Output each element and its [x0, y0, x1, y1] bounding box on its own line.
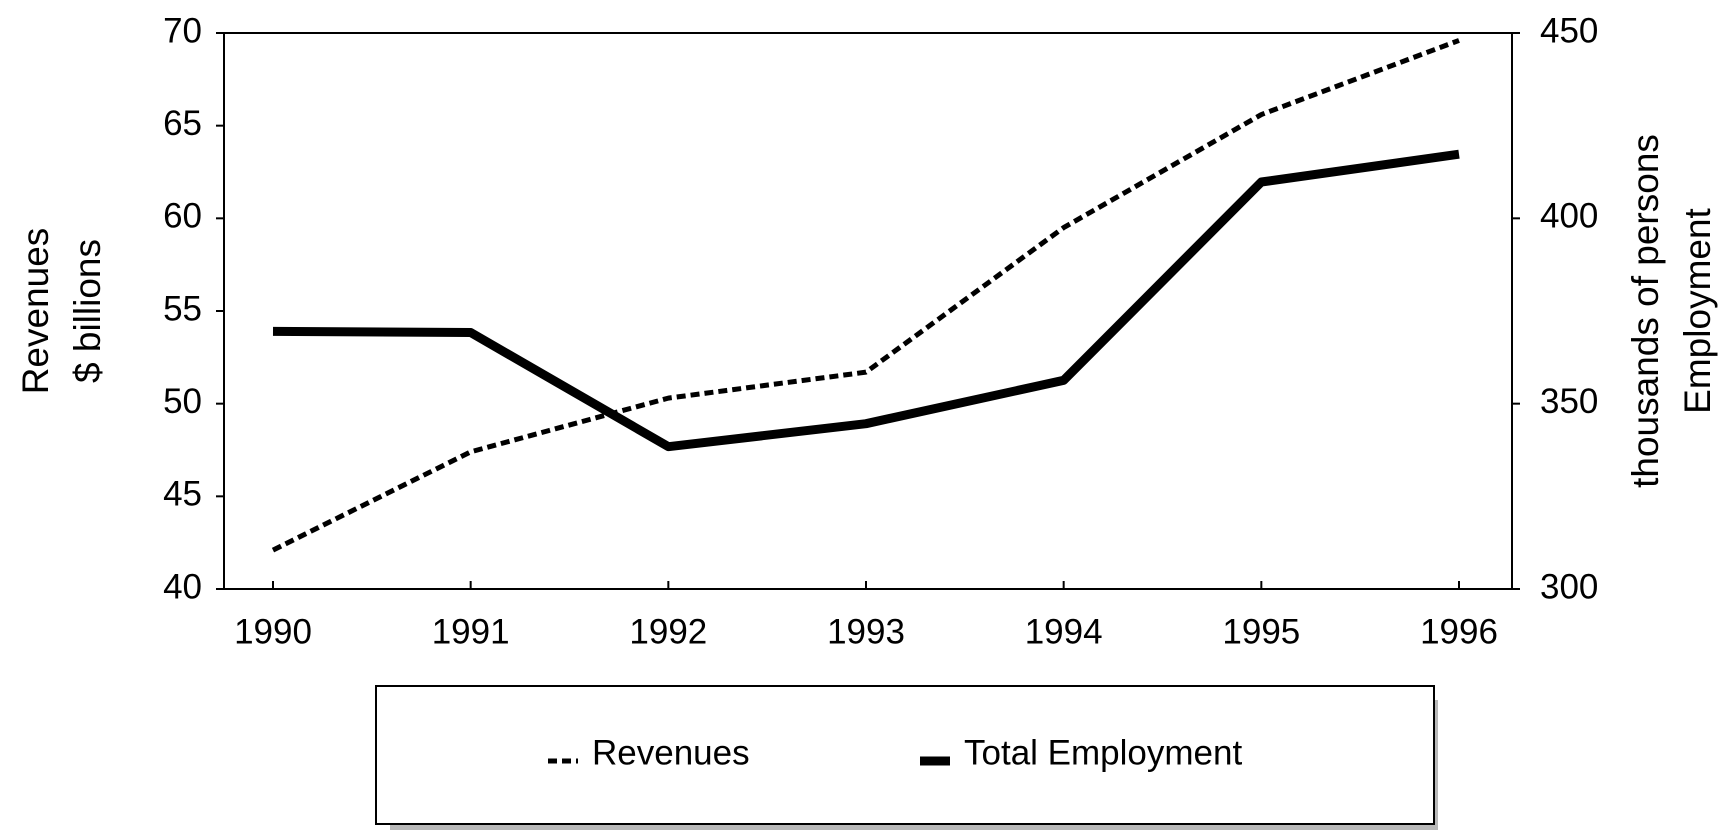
x-tick-label: 1992	[629, 612, 707, 651]
y2-tick-label: 400	[1540, 197, 1598, 236]
series-line	[271, 38, 1460, 553]
legend-box	[375, 685, 1435, 825]
legend-label: Total Employment	[964, 733, 1242, 772]
legend-label: Revenues	[592, 733, 750, 772]
x-tick-label: 1995	[1222, 612, 1300, 651]
y2-tick-label: 300	[1540, 567, 1598, 606]
x-tick-label: 1996	[1420, 612, 1498, 651]
x-tick-label: 1991	[432, 612, 510, 651]
y-axis-unit: $ billions	[67, 239, 108, 383]
x-tick-label: 1994	[1025, 612, 1103, 651]
y-tick-label: 60	[163, 197, 202, 236]
y2-axis-title: Employment	[1677, 207, 1718, 413]
series-line	[272, 149, 1460, 452]
y-tick-label: 65	[163, 104, 202, 143]
plot-frame	[223, 32, 1513, 590]
y-tick-label: 45	[163, 475, 202, 514]
y2-tick-label: 350	[1540, 382, 1598, 421]
x-tick-label: 1993	[827, 612, 905, 651]
y-tick-label: 50	[163, 382, 202, 421]
y-axis-title: Revenues	[15, 228, 56, 395]
y-tick-label: 40	[163, 567, 202, 606]
y2-tick-label: 450	[1540, 11, 1598, 50]
x-tick-label: 1990	[234, 612, 312, 651]
y2-axis-unit: thousands of persons	[1625, 134, 1666, 488]
y-tick-label: 70	[163, 11, 202, 50]
y-tick-label: 55	[163, 289, 202, 328]
